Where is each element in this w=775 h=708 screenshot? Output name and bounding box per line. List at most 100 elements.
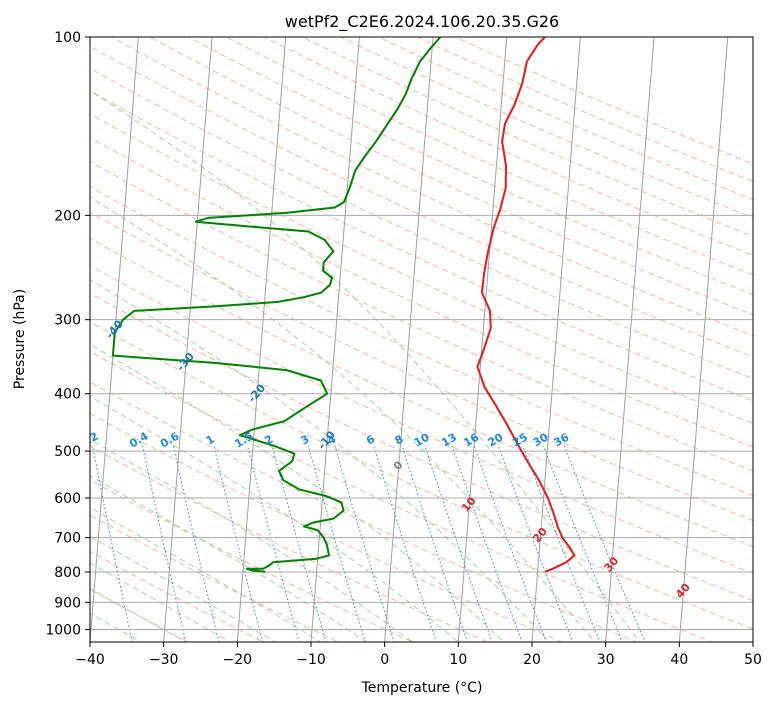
mixing-ratio-line bbox=[334, 445, 395, 642]
chart-title: wetPf2_C2E6.2024.106.20.35.G26 bbox=[285, 12, 559, 32]
isotherm-line bbox=[457, 37, 508, 642]
mixing-ratio-line bbox=[213, 445, 264, 642]
dry-adiabat-line bbox=[301, 37, 753, 237]
mixing-ratio-label: 16 bbox=[461, 430, 481, 449]
isotherm-line bbox=[678, 37, 729, 642]
dry-adiabat-line bbox=[90, 588, 190, 642]
dry-adiabat-line bbox=[454, 37, 753, 165]
isotherm-line bbox=[163, 37, 213, 642]
dry-adiabat-line bbox=[90, 161, 753, 472]
dry-adiabat-line bbox=[90, 45, 753, 358]
y-axis-ticks: 100 200 300 400 500 600 700 800 900 1000 bbox=[45, 30, 90, 638]
y-tick-label: 200 bbox=[54, 208, 81, 224]
x-tick-label: −30 bbox=[149, 652, 179, 668]
x-tick-label: 40 bbox=[670, 652, 688, 668]
mixing-ratio-label: 1.5 bbox=[232, 430, 255, 451]
moist-adiabat-line bbox=[90, 343, 505, 642]
moist-adiabat-line bbox=[90, 90, 641, 642]
dry-adiabat-line bbox=[90, 514, 340, 642]
isotherm-label: -20 bbox=[245, 381, 268, 405]
dry-adiabat-line bbox=[90, 413, 564, 642]
mixing-ratio-label: 20 bbox=[486, 430, 506, 449]
dry-adiabat-line bbox=[90, 445, 489, 642]
dry-adiabat-line bbox=[90, 321, 753, 630]
dry-adiabats bbox=[90, 37, 753, 642]
mixing-ratio-labels: 0.1 0.2 0.4 0.6 1 1.5 2 3 4 6 8 10 13 16 20 25 30 36 bbox=[30, 429, 572, 451]
plot-area: -100-90-80-70-60-50-40-30-20-10010203040… bbox=[30, 37, 753, 642]
isotherm-line bbox=[310, 37, 360, 642]
temperature-profile-line bbox=[476, 37, 576, 573]
isotherm-label: -30 bbox=[174, 350, 197, 374]
moist-adiabat-line bbox=[90, 535, 277, 642]
y-axis-label: Pressure (hPa) bbox=[12, 289, 28, 389]
y-tick-label: 1000 bbox=[45, 622, 81, 638]
moist-adiabat-line bbox=[90, 279, 551, 642]
dry-adiabat-line bbox=[90, 381, 639, 642]
mixing-ratio-line bbox=[247, 445, 300, 642]
x-tick-label: −40 bbox=[75, 652, 105, 668]
moist-adiabat-line bbox=[90, 475, 368, 642]
isotherm-line bbox=[752, 635, 753, 642]
moist-adiabat-line bbox=[90, 438, 414, 642]
mixing-ratio-label: 3 bbox=[298, 433, 311, 448]
isotherm-line bbox=[236, 37, 287, 642]
mixing-ratio-line bbox=[542, 445, 623, 642]
y-tick-label: 700 bbox=[54, 531, 81, 547]
dry-adiabat-line bbox=[90, 113, 753, 425]
isobar-gridlines bbox=[90, 37, 753, 630]
dry-adiabat-line bbox=[90, 350, 714, 642]
mixing-ratio-label: 8 bbox=[392, 433, 405, 448]
x-tick-label: 10 bbox=[449, 652, 467, 668]
dry-adiabat-line bbox=[90, 237, 753, 548]
x-axis-ticks: −40 −30 −20 −10 0 10 20 30 40 50 bbox=[75, 642, 762, 668]
isotherm-label: -50 bbox=[33, 270, 56, 294]
x-tick-label: −20 bbox=[223, 652, 253, 668]
moist-adiabat-line bbox=[90, 196, 596, 642]
mixing-ratio-label: 6 bbox=[364, 432, 377, 447]
mixing-ratio-line bbox=[92, 445, 133, 642]
isotherm-line bbox=[384, 37, 434, 642]
x-tick-label: 50 bbox=[744, 652, 762, 668]
y-tick-label: 500 bbox=[54, 444, 81, 460]
mixing-ratio-label: 36 bbox=[552, 430, 572, 449]
mixing-ratio-line bbox=[401, 445, 469, 642]
y-tick-label: 400 bbox=[54, 387, 81, 403]
dry-adiabat-line bbox=[90, 264, 753, 574]
dry-adiabat-line bbox=[377, 37, 753, 201]
mixing-ratio-line bbox=[307, 445, 366, 642]
mixing-ratio-label: 13 bbox=[439, 431, 459, 450]
mixing-ratio-label: 0.6 bbox=[158, 429, 182, 450]
mixing-ratio-label: 0.4 bbox=[127, 429, 151, 450]
y-tick-label: 900 bbox=[54, 595, 81, 611]
dry-adiabat-line bbox=[90, 292, 753, 602]
y-tick-label: 300 bbox=[54, 313, 81, 329]
dry-adiabat-line bbox=[225, 37, 753, 276]
mixing-ratio-line bbox=[373, 445, 437, 642]
isotherm-label: 40 bbox=[673, 581, 693, 601]
isotherm-label: 20 bbox=[530, 525, 550, 545]
mixing-ratio-line bbox=[424, 445, 493, 642]
mixing-ratio-label: 0.1 bbox=[30, 430, 53, 451]
mixing-ratio-line bbox=[172, 445, 220, 642]
mixing-ratio-line bbox=[563, 445, 646, 642]
mixing-ratio-label: 25 bbox=[510, 431, 530, 450]
mixing-ratio-line bbox=[522, 445, 601, 642]
dry-adiabat-line bbox=[90, 550, 265, 642]
isotherm-label: 30 bbox=[602, 554, 622, 574]
x-axis-label: Temperature (°C) bbox=[361, 680, 483, 696]
mixing-ratio-label: 0.2 bbox=[77, 430, 100, 451]
x-tick-label: 20 bbox=[523, 652, 541, 668]
x-tick-label: −10 bbox=[296, 652, 326, 668]
isotherm-line bbox=[605, 37, 655, 642]
x-tick-label: 30 bbox=[597, 652, 615, 668]
isotherm-label: 10 bbox=[459, 494, 479, 514]
dry-adiabat-line bbox=[90, 479, 415, 642]
x-tick-label: 0 bbox=[380, 652, 389, 668]
mixing-ratio-line bbox=[451, 445, 523, 642]
moist-adiabat-line bbox=[90, 506, 322, 642]
y-tick-label: 600 bbox=[54, 491, 81, 507]
plot-frame bbox=[89, 36, 754, 643]
dry-adiabat-line bbox=[187, 37, 753, 296]
mixing-ratio-label: 1 bbox=[204, 433, 217, 448]
